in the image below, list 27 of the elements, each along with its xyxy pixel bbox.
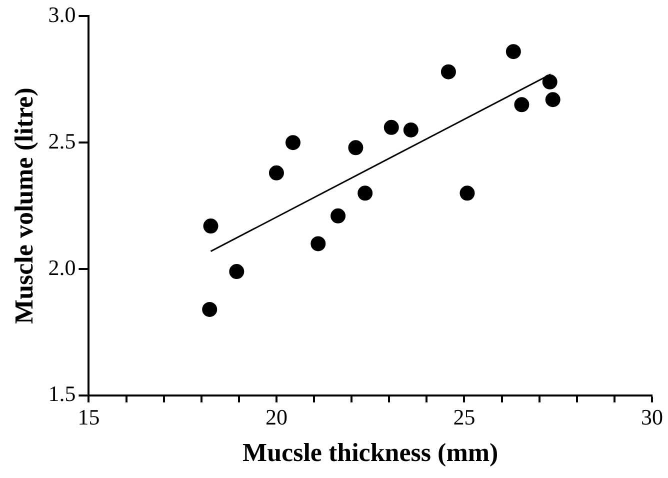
x-axis-title: Mucsle thickness (mm) xyxy=(242,438,498,468)
point xyxy=(330,208,346,224)
x-tick-label: 25 xyxy=(453,404,476,430)
x-tick-label: 20 xyxy=(265,404,288,430)
y-tick-label: 3.0 xyxy=(48,2,76,27)
point xyxy=(229,264,244,280)
point xyxy=(358,186,373,201)
point xyxy=(268,165,284,180)
point xyxy=(202,302,218,317)
point xyxy=(440,64,456,80)
point xyxy=(506,44,521,60)
x-tick-label: 30 xyxy=(641,404,663,430)
point xyxy=(545,92,560,108)
point xyxy=(403,122,418,138)
y-axis-title: Muscle volume (litre) xyxy=(9,88,38,324)
point xyxy=(514,97,530,112)
point xyxy=(460,186,475,201)
point xyxy=(203,218,218,234)
point xyxy=(542,74,558,90)
point xyxy=(310,236,326,252)
y-tick-label: 1.5 xyxy=(48,381,76,406)
point xyxy=(285,135,300,150)
y-tick-label: 2.0 xyxy=(48,254,76,280)
y-tick-label: 2.5 xyxy=(48,128,76,154)
x-tick-label: 15 xyxy=(78,404,100,430)
point xyxy=(384,120,399,135)
point xyxy=(348,140,364,156)
